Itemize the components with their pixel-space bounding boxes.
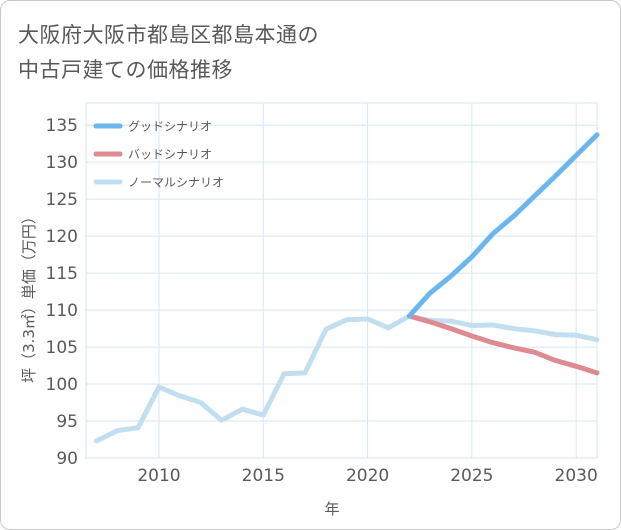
x-tick-label: 2015 xyxy=(242,466,285,486)
y-tick-label: 110 xyxy=(46,301,78,321)
axes: 90 95 100 105 110 115 120 125 130 135 2010 2015 2020… xyxy=(46,116,598,486)
y-tick-label: 115 xyxy=(46,264,78,284)
plot-border xyxy=(85,102,598,459)
page-title: 大阪府大阪市都島区都島本通の 中古戸建ての価格推移 xyxy=(18,18,319,88)
x-tick-label: 2025 xyxy=(450,466,493,486)
title-line-2: 中古戸建ての価格推移 xyxy=(18,58,233,82)
y-tick-label: 125 xyxy=(46,190,78,210)
y-tick-label: 135 xyxy=(46,116,78,136)
grid-lines xyxy=(85,102,598,459)
series-line-2 xyxy=(406,313,600,376)
y-tick-label: 95 xyxy=(56,412,78,432)
x-tick-label: 2030 xyxy=(555,466,598,486)
y-tick-label: 90 xyxy=(56,449,78,469)
series-line-3 xyxy=(93,313,600,444)
legend-label: グッドシナリオ xyxy=(128,120,212,134)
legend-label: ノーマルシナリオ xyxy=(128,176,224,190)
y-axis-title: 坪（3.3㎡）単価（万円） xyxy=(20,209,38,383)
y-tick-label: 100 xyxy=(46,375,78,395)
x-tick-label: 2010 xyxy=(137,466,180,486)
y-tick-label: 130 xyxy=(46,153,78,173)
y-tick-label: 120 xyxy=(46,227,78,247)
title-line-1: 大阪府大阪市都島区都島本通の xyxy=(18,23,319,47)
series-line-1 xyxy=(406,132,600,319)
legend-label: バッドシナリオ xyxy=(128,148,212,162)
x-axis-title: 年 xyxy=(324,500,339,518)
series-lines xyxy=(93,132,600,444)
x-tick-label: 2020 xyxy=(346,466,389,486)
y-tick-label: 105 xyxy=(46,338,78,358)
